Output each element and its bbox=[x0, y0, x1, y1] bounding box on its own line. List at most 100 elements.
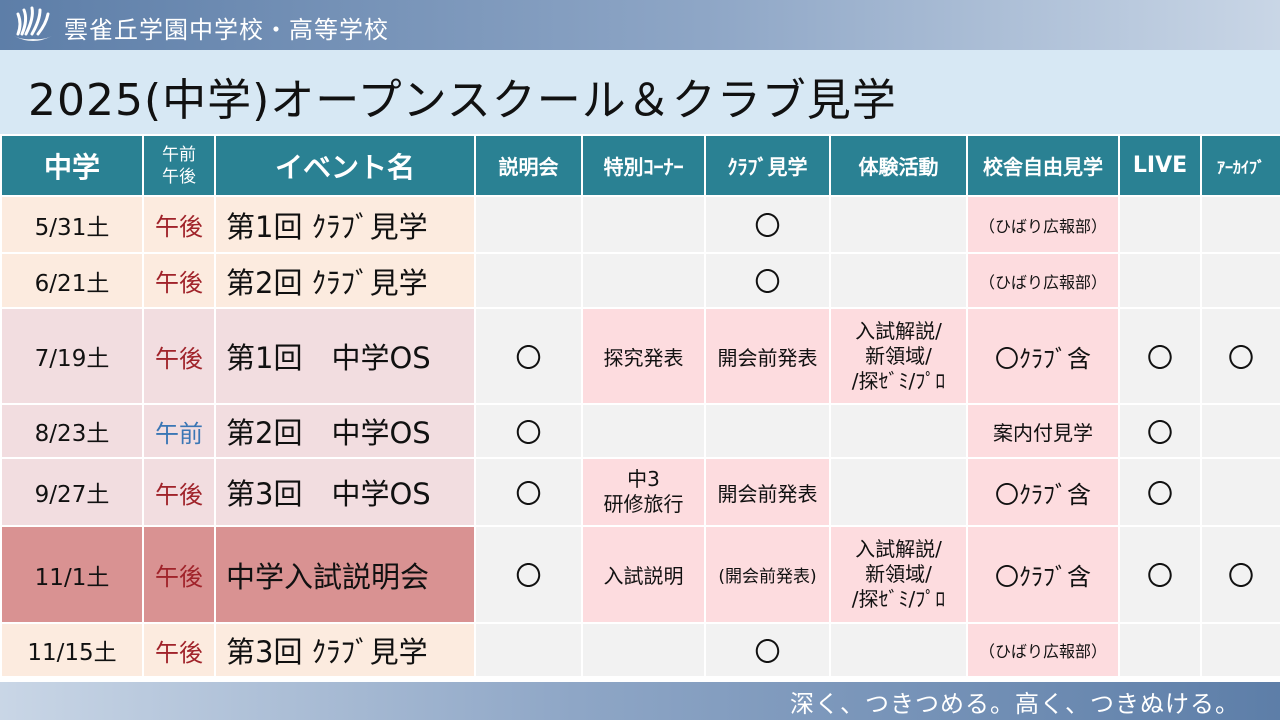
cell-archive bbox=[1200, 457, 1280, 527]
table-row: 8/23土 午前 第2回 中学OS 〇 案内付見学 〇 bbox=[0, 403, 1280, 459]
col-header-event: イベント名 bbox=[214, 134, 476, 197]
cell-live: 〇 bbox=[1118, 403, 1202, 459]
cell-special bbox=[581, 403, 706, 459]
cell-tour: 案内付見学 bbox=[966, 403, 1120, 459]
cell-special: 入試説明 bbox=[581, 525, 706, 624]
cell-club: 開会前発表 bbox=[704, 457, 831, 527]
table-row: 5/31土 午後 第1回 ｸﾗﾌﾞ見学 〇 （ひばり広報部） bbox=[0, 195, 1280, 254]
top-banner bbox=[0, 0, 1280, 50]
cell-club: (開会前発表) bbox=[704, 525, 831, 624]
cell-line: 入試解説/ bbox=[855, 318, 942, 343]
cell-line: 入試解説/ bbox=[855, 537, 942, 561]
cell-date: 11/15土 bbox=[0, 622, 144, 678]
cell-line: /探ｾﾞﾐ/ﾌﾟﾛ bbox=[851, 587, 946, 611]
col-header-live: LIVE bbox=[1118, 134, 1202, 197]
table-row: 7/19土 午後 第1回 中学OS 〇 探究発表 開会前発表 入試解説/ 新領域… bbox=[0, 307, 1280, 405]
cell-live: 〇 bbox=[1118, 307, 1202, 405]
cell-live bbox=[1118, 622, 1202, 678]
cell-live: 〇 bbox=[1118, 457, 1202, 527]
cell-special bbox=[581, 252, 706, 309]
cell-archive: 〇 bbox=[1200, 307, 1280, 405]
cell-tour: 〇ｸﾗﾌﾞ含 bbox=[966, 525, 1120, 624]
col-header-archive: ｱｰｶｲﾌﾞ bbox=[1200, 134, 1280, 197]
cell-special bbox=[581, 622, 706, 678]
cell-time: 午後 bbox=[142, 457, 216, 527]
cell-date: 9/27土 bbox=[0, 457, 144, 527]
cell-event: 第2回 ｸﾗﾌﾞ見学 bbox=[214, 252, 476, 309]
cell-archive bbox=[1200, 195, 1280, 254]
col-header-special: 特別ｺｰﾅｰ bbox=[581, 134, 706, 197]
cell-experience: 入試解説/ 新領域/ /探ｾﾞﾐ/ﾌﾟﾛ bbox=[829, 525, 968, 624]
cell-time: 午後 bbox=[142, 195, 216, 254]
table-row: 11/15土 午後 第3回 ｸﾗﾌﾞ見学 〇 （ひばり広報部） bbox=[0, 622, 1280, 678]
school-name: 雲雀丘学園中学校・高等学校 bbox=[64, 16, 389, 44]
cell-briefing bbox=[474, 195, 583, 254]
col-header-ampm: 午前 午後 bbox=[142, 134, 216, 197]
cell-line: 新領域/ bbox=[865, 343, 932, 368]
footer-slogan: 深く、つきつめる。高く、つきぬける。 bbox=[790, 690, 1240, 718]
cell-live: 〇 bbox=[1118, 525, 1202, 624]
cell-briefing bbox=[474, 252, 583, 309]
cell-special bbox=[581, 195, 706, 254]
cell-tour: （ひばり広報部） bbox=[966, 622, 1120, 678]
cell-time: 午後 bbox=[142, 622, 216, 678]
cell-live bbox=[1118, 252, 1202, 309]
table-row: 11/1土 午後 中学入試説明会 〇 入試説明 (開会前発表) 入試解説/ 新領… bbox=[0, 525, 1280, 624]
cell-date: 11/1土 bbox=[0, 525, 144, 624]
cell-event: 第3回 中学OS bbox=[214, 457, 476, 527]
cell-club: 〇 bbox=[704, 252, 831, 309]
cell-experience: 入試解説/ 新領域/ /探ｾﾞﾐ/ﾌﾟﾛ bbox=[829, 307, 968, 405]
col-header-date: 中学 bbox=[0, 134, 144, 197]
cell-tour: 〇ｸﾗﾌﾞ含 bbox=[966, 457, 1120, 527]
cell-experience bbox=[829, 252, 968, 309]
cell-archive bbox=[1200, 622, 1280, 678]
cell-experience bbox=[829, 457, 968, 527]
cell-date: 7/19土 bbox=[0, 307, 144, 405]
cell-briefing bbox=[474, 622, 583, 678]
cell-experience bbox=[829, 622, 968, 678]
cell-briefing: 〇 bbox=[474, 525, 583, 624]
cell-date: 8/23土 bbox=[0, 403, 144, 459]
cell-time: 午後 bbox=[142, 525, 216, 624]
cell-tour: （ひばり広報部） bbox=[966, 195, 1120, 254]
cell-club: 〇 bbox=[704, 195, 831, 254]
col-header-briefing: 説明会 bbox=[474, 134, 583, 197]
col-header-experience: 体験活動 bbox=[829, 134, 968, 197]
cell-briefing: 〇 bbox=[474, 307, 583, 405]
cell-event: 第1回 中学OS bbox=[214, 307, 476, 405]
cell-line: 研修旅行 bbox=[603, 492, 684, 516]
cell-time: 午後 bbox=[142, 252, 216, 309]
cell-event: 第3回 ｸﾗﾌﾞ見学 bbox=[214, 622, 476, 678]
col-header-tour: 校舎自由見学 bbox=[966, 134, 1120, 197]
cell-club bbox=[704, 403, 831, 459]
cell-line: /探ｾﾞﾐ/ﾌﾟﾛ bbox=[851, 368, 946, 393]
table-header-row: 中学 午前 午後 イベント名 説明会 特別ｺｰﾅｰ ｸﾗﾌﾞ見学 体験活動 校舎… bbox=[0, 134, 1280, 197]
cell-briefing: 〇 bbox=[474, 403, 583, 459]
cell-time: 午前 bbox=[142, 403, 216, 459]
cell-special: 中3 研修旅行 bbox=[581, 457, 706, 527]
col-header-club: ｸﾗﾌﾞ見学 bbox=[704, 134, 831, 197]
cell-experience bbox=[829, 195, 968, 254]
cell-time: 午後 bbox=[142, 307, 216, 405]
cell-archive bbox=[1200, 403, 1280, 459]
cell-event: 中学入試説明会 bbox=[214, 525, 476, 624]
cell-special: 探究発表 bbox=[581, 307, 706, 405]
event-schedule-table: 中学 午前 午後 イベント名 説明会 特別ｺｰﾅｰ ｸﾗﾌﾞ見学 体験活動 校舎… bbox=[0, 134, 1280, 678]
cell-tour: 〇ｸﾗﾌﾞ含 bbox=[966, 307, 1120, 405]
cell-tour: （ひばり広報部） bbox=[966, 252, 1120, 309]
col-header-am: 午前 bbox=[162, 144, 196, 165]
page-title: 2025(中学)オープンスクール＆クラブ見学 bbox=[28, 75, 897, 126]
cell-club: 開会前発表 bbox=[704, 307, 831, 405]
cell-event: 第1回 ｸﾗﾌﾞ見学 bbox=[214, 195, 476, 254]
school-crest-icon bbox=[14, 6, 52, 41]
cell-date: 5/31土 bbox=[0, 195, 144, 254]
cell-experience bbox=[829, 403, 968, 459]
cell-event: 第2回 中学OS bbox=[214, 403, 476, 459]
table-row: 6/21土 午後 第2回 ｸﾗﾌﾞ見学 〇 （ひばり広報部） bbox=[0, 252, 1280, 309]
cell-archive: 〇 bbox=[1200, 525, 1280, 624]
title-band bbox=[0, 50, 1280, 134]
cell-line: 中3 bbox=[627, 467, 660, 491]
cell-club: 〇 bbox=[704, 622, 831, 678]
cell-date: 6/21土 bbox=[0, 252, 144, 309]
cell-archive bbox=[1200, 252, 1280, 309]
